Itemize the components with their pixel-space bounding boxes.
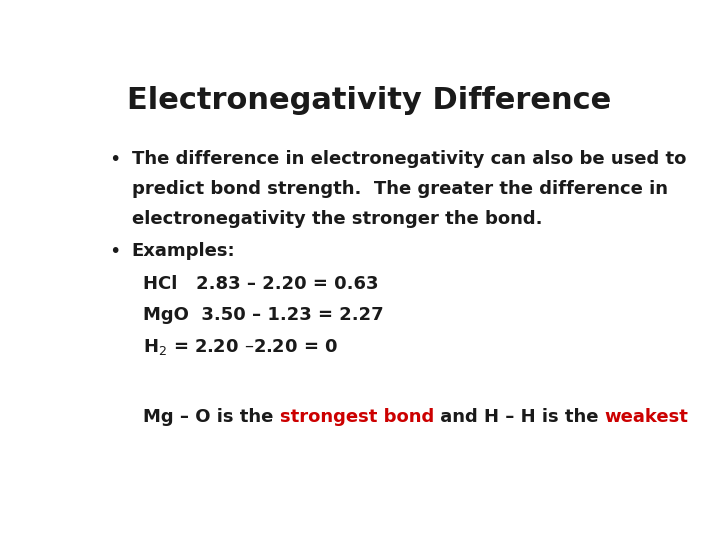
Text: The difference in electronegativity can also be used to: The difference in electronegativity can … <box>132 150 686 168</box>
Text: HCl   2.83 – 2.20 = 0.63: HCl 2.83 – 2.20 = 0.63 <box>143 275 379 293</box>
Text: MgO  3.50 – 1.23 = 2.27: MgO 3.50 – 1.23 = 2.27 <box>143 306 384 324</box>
Text: Mg – O is the: Mg – O is the <box>143 408 279 426</box>
Text: Electronegativity Difference: Electronegativity Difference <box>127 85 611 114</box>
Text: •: • <box>109 241 121 260</box>
Text: •: • <box>109 150 121 169</box>
Text: and H – H is the: and H – H is the <box>434 408 605 426</box>
Text: predict bond strength.  The greater the difference in: predict bond strength. The greater the d… <box>132 180 668 198</box>
Text: weakest: weakest <box>605 408 688 426</box>
Text: Examples:: Examples: <box>132 241 235 260</box>
Text: H$_2$ = 2.20 –2.20 = 0: H$_2$ = 2.20 –2.20 = 0 <box>143 337 338 357</box>
Text: electronegativity the stronger the bond.: electronegativity the stronger the bond. <box>132 210 542 228</box>
Text: strongest bond: strongest bond <box>279 408 434 426</box>
